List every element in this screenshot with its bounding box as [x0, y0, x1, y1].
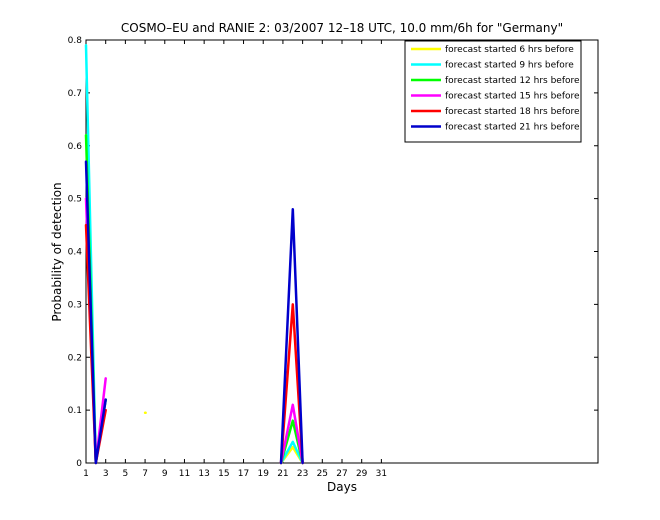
x-tick-label: 29 — [356, 469, 368, 479]
y-tick-label: 0.5 — [68, 195, 82, 205]
plot-area: 1 3 5 7 9 11 13 15 17 19 21 23 25 27 29 3100.10.20.30.4… — [68, 36, 599, 479]
series-line-4 — [279, 403, 304, 465]
x-tick-label: 19 — [258, 469, 270, 479]
x-tick-label: 13 — [198, 469, 209, 479]
series-line-2 — [279, 440, 304, 465]
series-line-6 — [84, 160, 107, 465]
legend-label: forecast started 21 hrs before — [445, 123, 580, 133]
x-axis-label: Days — [327, 480, 357, 494]
x-tick-label: 31 — [376, 469, 387, 479]
x-tick-label: 21 — [277, 469, 288, 479]
y-axis-label: Probability of detection — [50, 182, 64, 321]
x-tick-label: 9 — [162, 469, 168, 479]
x-tick-label: 7 — [142, 469, 148, 479]
y-tick-label: 0.4 — [68, 248, 83, 258]
x-tick-label: 11 — [179, 469, 190, 479]
chart-title: COSMO–EU and RANIE 2: 03/2007 12–18 UTC,… — [121, 21, 563, 35]
y-tick-label: 0.8 — [68, 36, 83, 46]
y-tick-label: 0 — [76, 459, 82, 469]
x-tick-label: 1 — [83, 469, 89, 479]
x-tick-label: 17 — [238, 469, 249, 479]
legend-label: forecast started 9 hrs before — [445, 61, 574, 71]
legend: forecast started 6 hrs before forecast st… — [404, 40, 582, 143]
x-tick-label: 5 — [123, 469, 129, 479]
x-tick-label: 25 — [317, 469, 328, 479]
legend-label: forecast started 15 hrs before — [445, 92, 580, 102]
legend-label: forecast started 12 hrs before — [445, 76, 580, 86]
y-tick-label: 0.1 — [68, 406, 82, 416]
x-tick-label: 15 — [218, 469, 229, 479]
legend-label: forecast started 18 hrs before — [445, 107, 580, 117]
series-line-6 — [279, 207, 304, 465]
y-tick-label: 0.2 — [68, 353, 82, 363]
x-tick-label: 3 — [103, 469, 109, 479]
y-tick-label: 0.3 — [68, 300, 82, 310]
legend-box — [404, 40, 582, 143]
legend-label: forecast started 6 hrs before — [445, 45, 574, 55]
x-tick-label: 23 — [297, 469, 308, 479]
x-tick-label: 27 — [336, 469, 347, 479]
y-tick-label: 0.7 — [68, 89, 82, 99]
y-tick-label: 0.6 — [68, 142, 83, 152]
